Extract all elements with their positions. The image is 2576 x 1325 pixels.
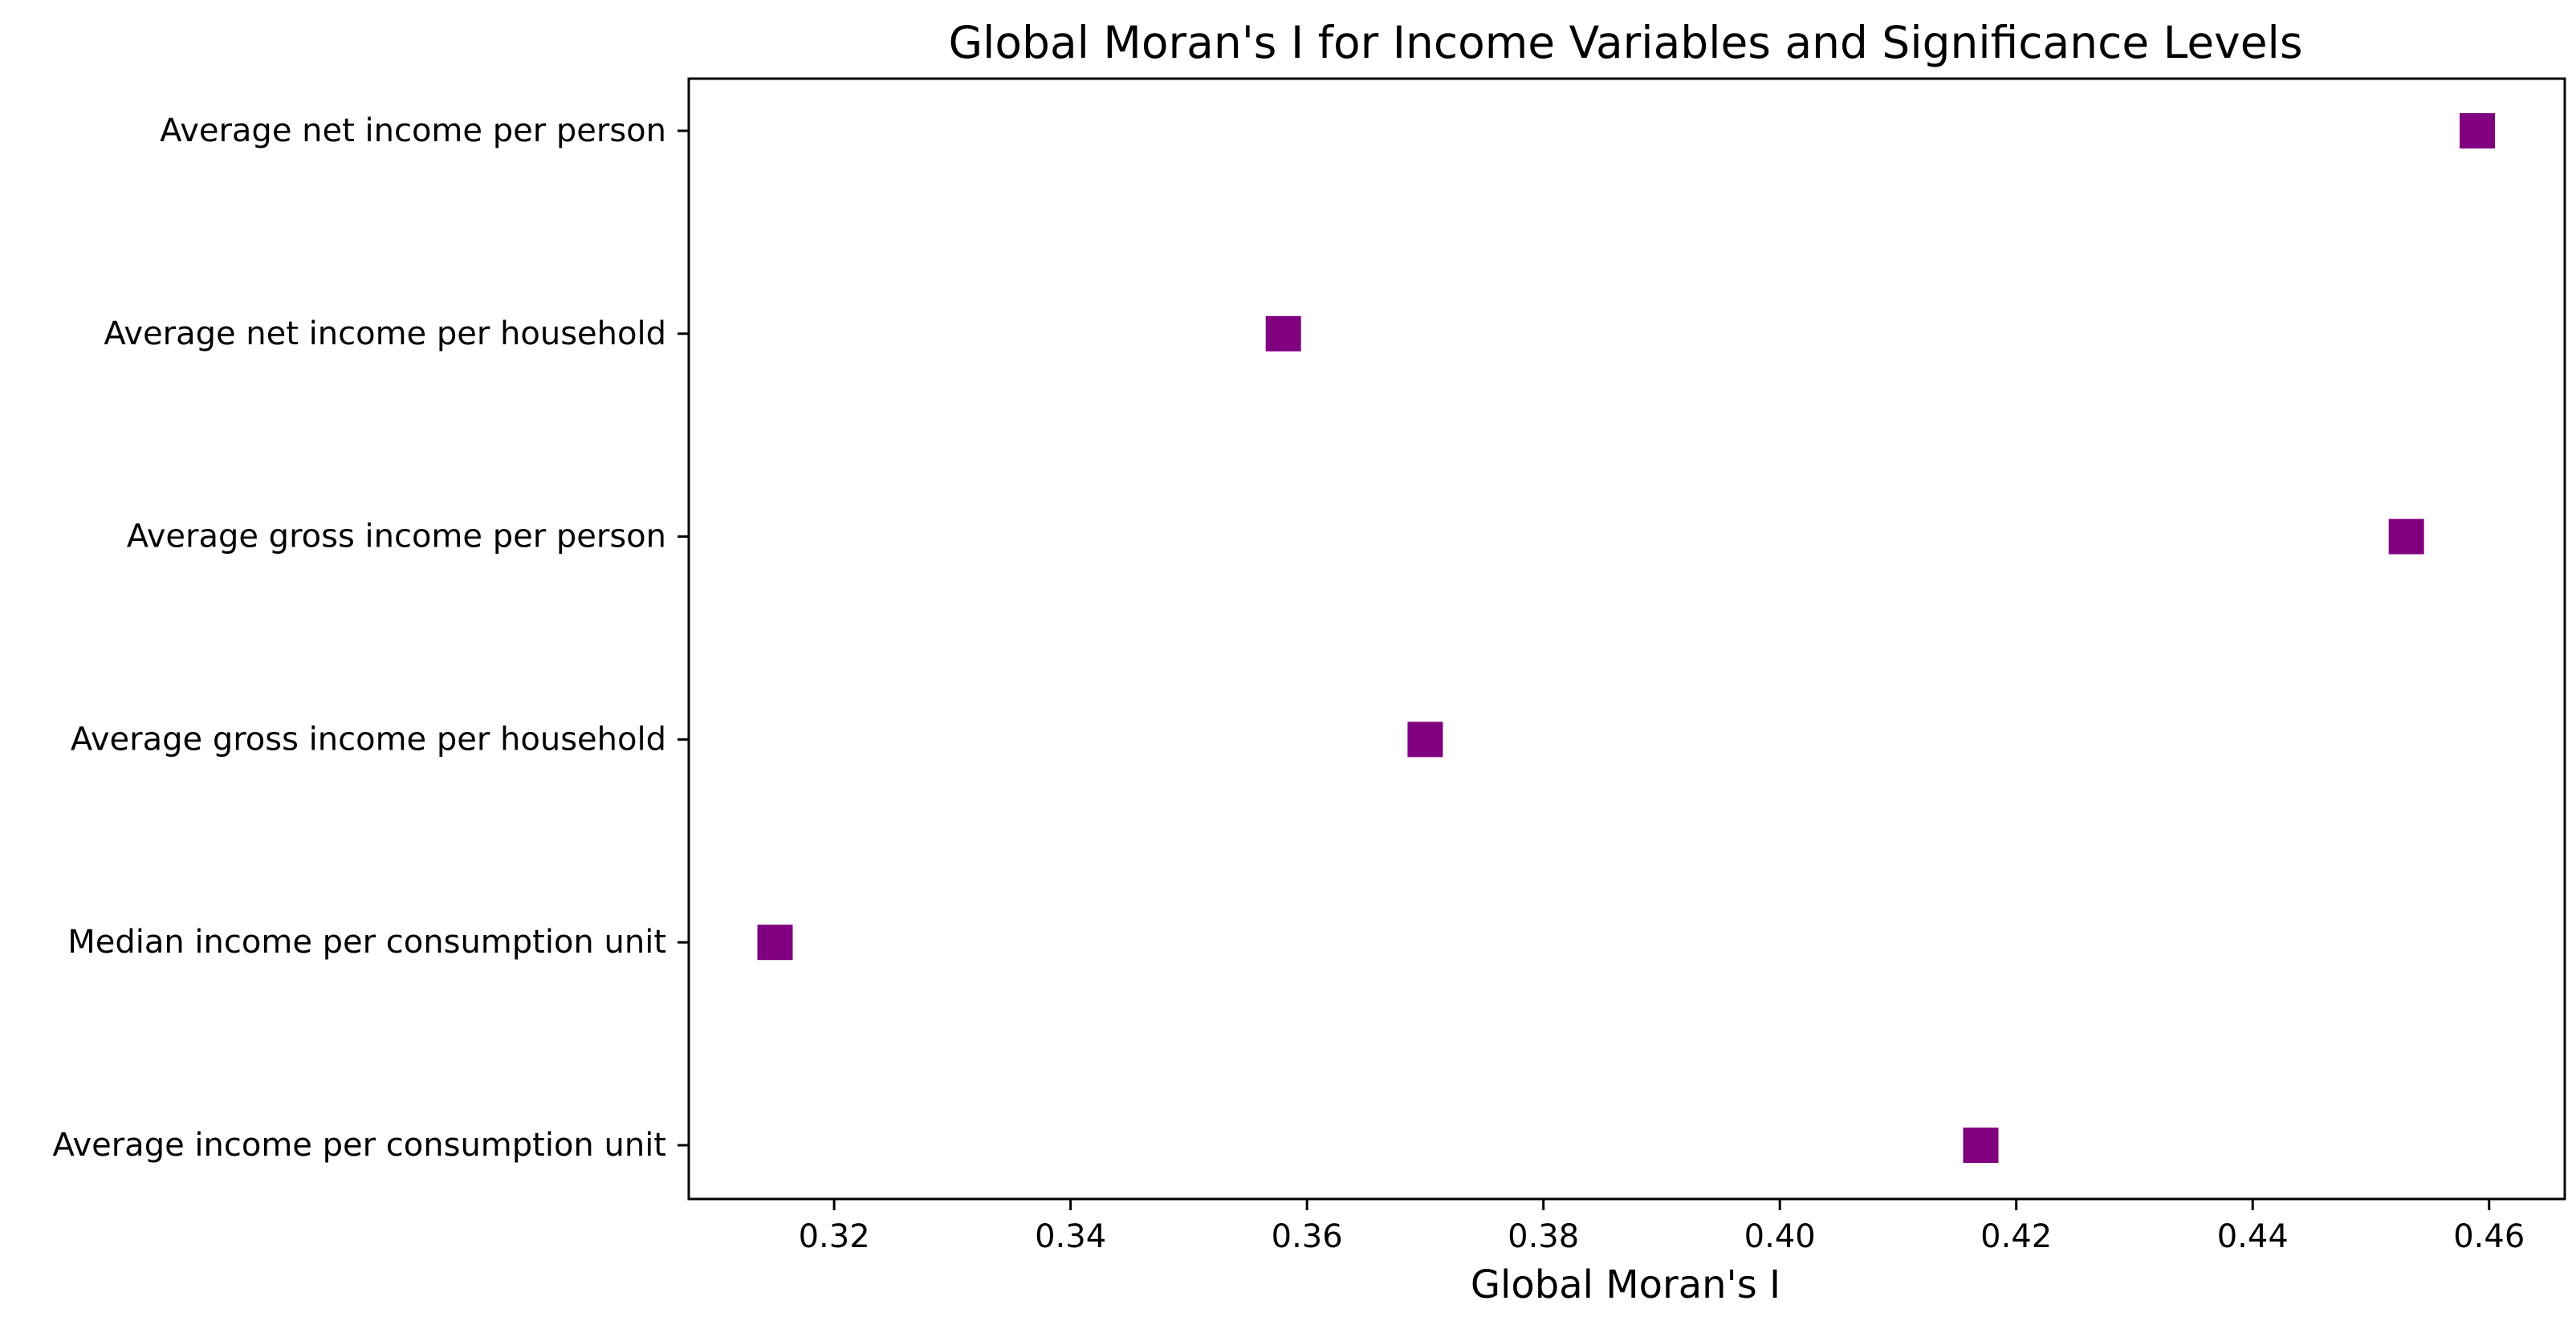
x-tick-label: 0.38 (1508, 1218, 1579, 1255)
y-tick-label: Average gross income per person (127, 518, 666, 555)
data-point (1265, 315, 1301, 352)
data-point (757, 925, 793, 961)
x-tick-label: 0.46 (2453, 1218, 2525, 1255)
data-point (1407, 721, 1443, 758)
data-point (2388, 518, 2424, 555)
x-axis-label: Global Moran's I (1471, 1262, 1780, 1307)
y-tick-label: Average gross income per household (71, 721, 666, 758)
y-tick-label: Average income per consumption unit (52, 1127, 666, 1164)
x-tick-label: 0.44 (2217, 1218, 2289, 1255)
chart-title: Global Moran's I for Income Variables an… (948, 17, 2302, 68)
plot-area: Average income per consumption unit Media… (52, 112, 2525, 1255)
x-tick-label: 0.36 (1272, 1218, 1343, 1255)
x-tick-label: 0.40 (1744, 1218, 1816, 1255)
y-tick-label: Average net income per person (160, 112, 666, 149)
x-tick-label: 0.34 (1035, 1218, 1106, 1255)
y-tick-label: Average net income per household (104, 315, 666, 352)
y-tick-label: Median income per consumption unit (67, 924, 666, 961)
x-tick-label: 0.32 (799, 1218, 870, 1255)
data-point (1963, 1128, 1999, 1163)
x-tick-label: 0.42 (1980, 1218, 2052, 1255)
data-point (2460, 113, 2496, 148)
plot-frame (687, 77, 2566, 1201)
